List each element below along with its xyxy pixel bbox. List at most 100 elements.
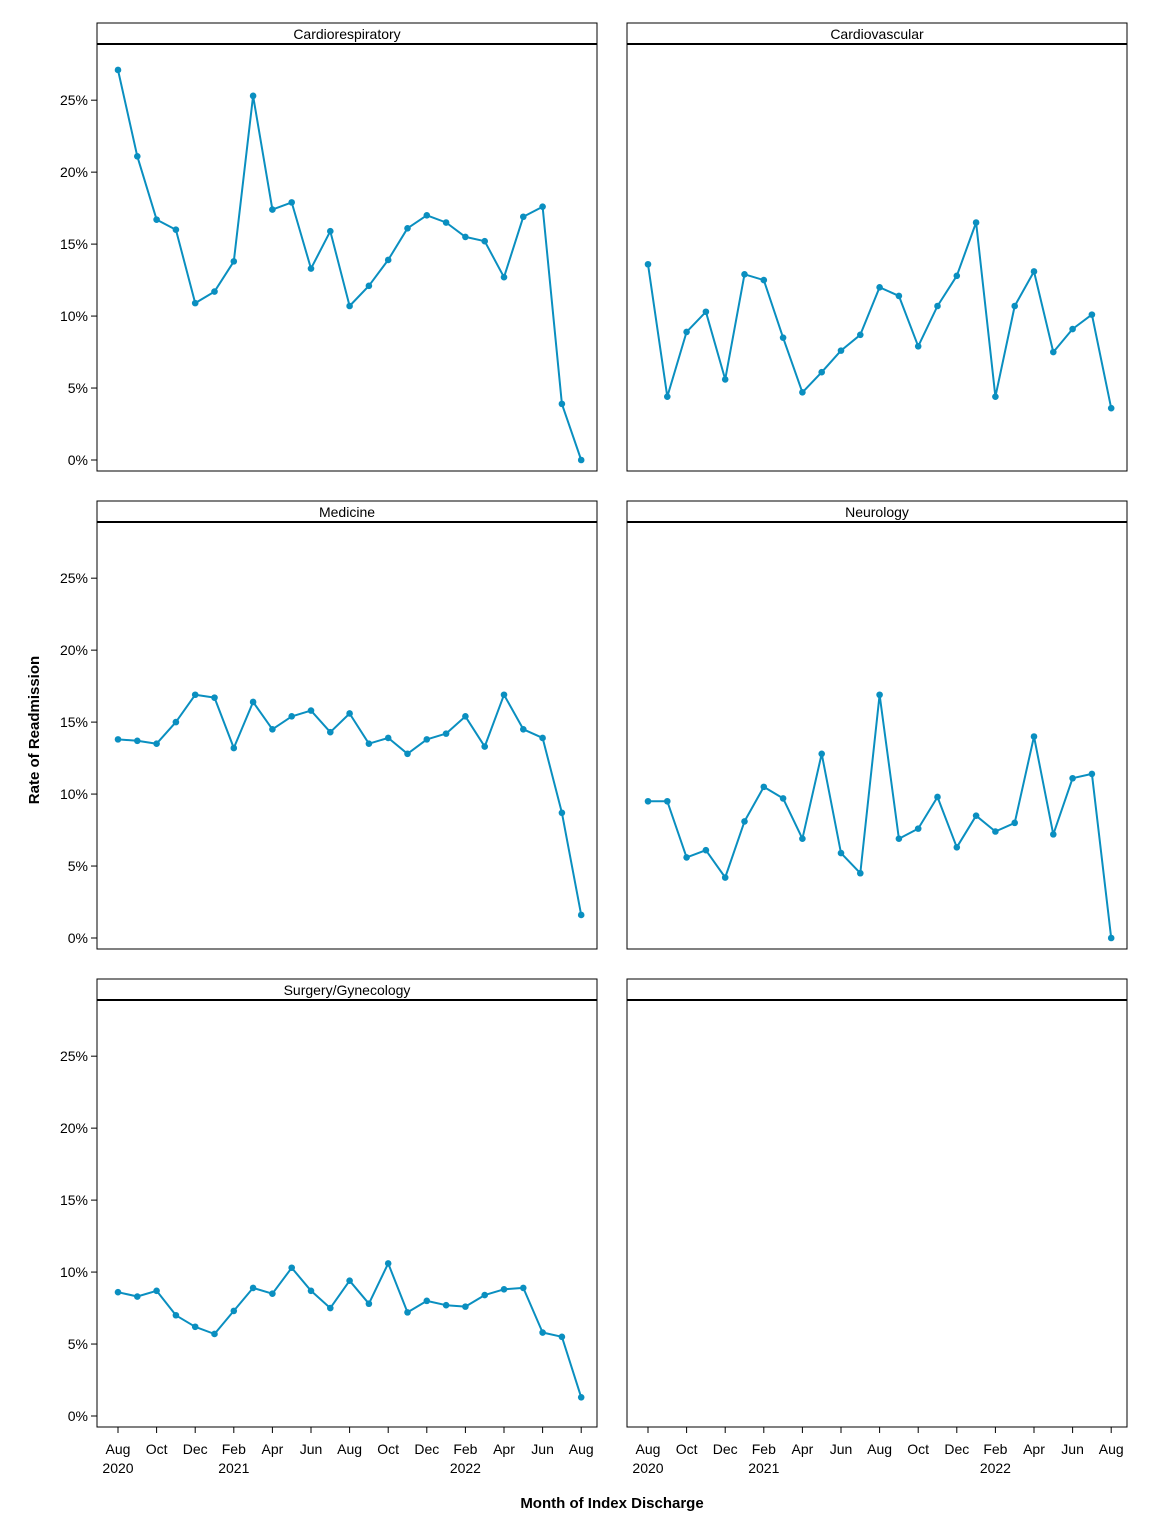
data-point xyxy=(230,258,238,265)
data-point xyxy=(799,389,806,396)
data-point xyxy=(462,713,469,720)
data-point xyxy=(520,213,527,221)
data-point xyxy=(384,256,392,264)
data-point xyxy=(172,1311,180,1319)
data-point xyxy=(269,206,276,213)
panel-frame xyxy=(96,978,598,1428)
data-point xyxy=(1088,311,1096,318)
x-tick-label: Aug xyxy=(867,1441,892,1457)
x-tick-year-label: 2020 xyxy=(102,1460,133,1476)
panel-frame xyxy=(626,978,1128,1428)
data-point xyxy=(857,869,864,877)
panel-frame xyxy=(96,500,598,950)
data-point xyxy=(288,1264,296,1272)
y-tick-label: 20% xyxy=(60,164,88,180)
data-point xyxy=(191,299,199,307)
y-tick-label: 5% xyxy=(68,858,88,874)
x-tick-label: Apr xyxy=(493,1441,515,1457)
data-point xyxy=(365,282,373,290)
data-point xyxy=(249,92,257,100)
data-point xyxy=(683,854,690,861)
y-tick-label: 25% xyxy=(60,570,88,586)
data-point xyxy=(230,1307,238,1315)
series-line xyxy=(647,221,1113,409)
data-point xyxy=(327,227,334,235)
data-point xyxy=(1011,302,1018,310)
data-point xyxy=(953,844,961,851)
data-point xyxy=(876,691,883,699)
data-point xyxy=(702,846,710,854)
x-tick-label: Oct xyxy=(377,1441,399,1457)
data-point xyxy=(481,237,489,245)
data-point xyxy=(211,694,218,701)
data-point xyxy=(404,750,411,758)
data-point xyxy=(423,736,431,743)
x-tick-label: Jun xyxy=(300,1441,323,1457)
y-tick-label: 15% xyxy=(60,1192,88,1208)
data-point xyxy=(644,260,652,268)
data-point xyxy=(327,728,334,736)
data-point xyxy=(577,1393,585,1401)
panel-cardiorespiratory: Cardiorespiratory 0% 5% 10% 15% 20% 25% xyxy=(60,22,598,472)
y-tick-label: 0% xyxy=(68,1408,88,1424)
data-point xyxy=(972,812,980,819)
x-tick-year-label: 2022 xyxy=(980,1460,1011,1476)
panel-cardiovascular: Cardiovascular xyxy=(626,22,1128,472)
panel-empty: Aug Oct Dec Feb Apr Jun Aug Oct Dec Feb Apr Jun Aug 2… xyxy=(626,978,1128,1476)
data-point xyxy=(191,1323,199,1331)
data-point xyxy=(462,233,469,241)
y-tick-label: 25% xyxy=(60,92,88,108)
data-point xyxy=(153,740,160,747)
data-point xyxy=(992,393,999,400)
x-tick-label: Dec xyxy=(713,1441,738,1457)
data-point xyxy=(992,828,999,835)
x-tick-label: Jun xyxy=(830,1441,853,1457)
data-point xyxy=(934,302,941,310)
data-point xyxy=(269,726,276,733)
panel-medicine: Medicine 0% 5% 10% 15% 20% 25% xyxy=(60,500,598,950)
series-line xyxy=(117,693,583,916)
data-point xyxy=(114,736,122,743)
x-tick-label: Feb xyxy=(983,1441,1007,1457)
panel-title: Surgery/Gynecology xyxy=(284,982,411,998)
panel-title: Medicine xyxy=(319,504,375,520)
x-tick-label: Aug xyxy=(1099,1441,1124,1457)
data-point xyxy=(799,835,806,842)
data-point xyxy=(1030,268,1038,275)
data-point xyxy=(895,292,903,300)
data-point xyxy=(307,707,315,714)
data-point xyxy=(462,1303,469,1310)
data-point xyxy=(500,1286,508,1293)
data-point xyxy=(153,216,160,223)
data-point xyxy=(500,273,508,281)
data-point xyxy=(837,849,845,857)
data-point xyxy=(442,1301,450,1309)
data-point xyxy=(577,456,585,464)
x-tick-label: Aug xyxy=(569,1441,594,1457)
data-point xyxy=(269,1290,276,1297)
data-point xyxy=(702,308,710,316)
data-point xyxy=(934,793,941,801)
x-tick-label: Apr xyxy=(1023,1441,1045,1457)
data-point xyxy=(327,1304,334,1312)
x-tick-year-label: 2022 xyxy=(450,1460,481,1476)
data-point xyxy=(423,212,431,219)
data-point xyxy=(577,911,585,919)
data-point xyxy=(384,1260,392,1267)
y-tick-label: 20% xyxy=(60,642,88,658)
x-tick-label: Oct xyxy=(907,1441,929,1457)
data-point xyxy=(423,1297,431,1305)
y-tick-label: 20% xyxy=(60,1120,88,1136)
x-tick-label: Oct xyxy=(676,1441,698,1457)
data-point xyxy=(1069,325,1076,333)
data-point xyxy=(876,283,883,291)
x-tick-label: Aug xyxy=(337,1441,362,1457)
data-point xyxy=(172,226,180,234)
x-tick-label: Jun xyxy=(1061,1441,1084,1457)
panel-neurology: Neurology xyxy=(626,500,1128,950)
data-point xyxy=(1069,774,1076,782)
data-point xyxy=(914,342,922,350)
series-line xyxy=(648,693,1113,939)
panel-frame xyxy=(626,22,1128,472)
